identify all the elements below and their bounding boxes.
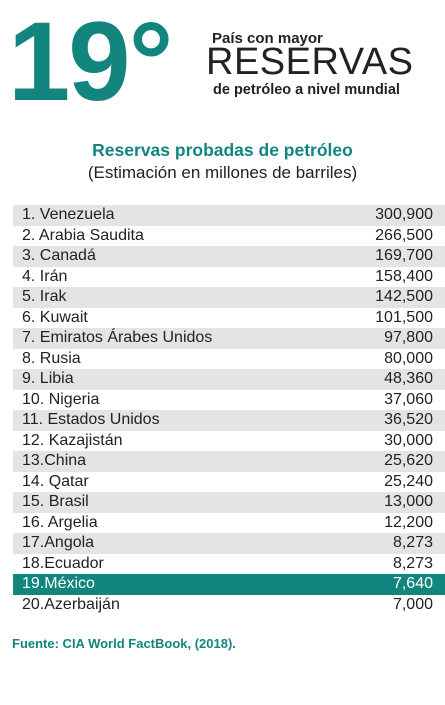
table-title: Reservas probadas de petróleo (92, 140, 353, 160)
country-label: 6. Kuwait (22, 308, 88, 326)
country-label: 5. Irak (22, 288, 67, 305)
reserve-value: 48,360 (384, 370, 433, 387)
country-label: 9. Libia (22, 370, 74, 387)
table-row: 4. Irán 158,400 (13, 267, 445, 288)
table-row: 13.China 25,620 (13, 451, 445, 472)
country-label: 18.Ecuador (22, 554, 104, 572)
country-label: 20.Azerbaiján (22, 595, 120, 613)
country-label: 4. Irán (22, 267, 68, 285)
table-row: 6. Kuwait 101,500 (13, 308, 445, 329)
country-label: 15. Brasil (22, 493, 89, 510)
rank-number: 19° (8, 0, 173, 124)
table-row: 18.Ecuador 8,273 (13, 554, 445, 575)
country-label: 3. Canadá (22, 247, 96, 264)
country-label: 19.México (22, 575, 95, 592)
table-row: 3. Canadá 169,700 (13, 246, 445, 267)
country-label: 16. Argelia (22, 513, 98, 531)
table-row: 12. Kazajistán 30,000 (13, 431, 445, 452)
reserve-value: 142,500 (375, 288, 433, 305)
country-label: 10. Nigeria (22, 390, 100, 408)
table-row: 7. Emiratos Árabes Unidos 97,800 (13, 328, 445, 349)
headline-bottom: de petróleo a nivel mundial (213, 82, 400, 98)
table-row: 8. Rusia 80,000 (13, 349, 445, 370)
table-row: 2. Arabia Saudita 266,500 (13, 226, 445, 247)
table-row: 11. Estados Unidos 36,520 (13, 410, 445, 431)
reserve-value: 25,240 (384, 472, 433, 490)
reserve-value: 7,000 (392, 595, 433, 613)
table-row: 17.Angola 8,273 (13, 533, 445, 554)
table-row: 9. Libia 48,360 (13, 369, 445, 390)
reserve-value: 36,520 (384, 411, 433, 428)
country-label: 11. Estados Unidos (22, 411, 160, 428)
reserve-value: 266,500 (375, 226, 433, 244)
reserves-table: 1. Venezuela 300,900 2. Arabia Saudita 266,… (13, 205, 445, 615)
reserve-value: 8,273 (392, 554, 433, 572)
reserve-value: 300,900 (375, 206, 433, 223)
reserve-value: 7,640 (392, 575, 433, 592)
country-label: 1. Venezuela (22, 206, 115, 223)
country-label: 13.China (22, 452, 87, 469)
country-label: 7. Emiratos Árabes Unidos (22, 329, 213, 346)
table-subtitle: (Estimación en millones de barriles) (87, 163, 358, 182)
reserve-value: 101,500 (375, 308, 433, 326)
reserve-value: 37,060 (384, 390, 433, 408)
country-label: 8. Rusia (22, 349, 81, 367)
headline-main: RESERVAS (206, 41, 414, 83)
country-label: 14. Qatar (22, 472, 89, 490)
table-row: 14. Qatar 25,240 (13, 472, 445, 493)
country-label: 2. Arabia Saudita (22, 226, 144, 244)
country-label: 12. Kazajistán (22, 431, 123, 449)
reserve-value: 30,000 (384, 431, 433, 449)
reserve-value: 25,620 (384, 452, 433, 469)
table-row: 16. Argelia 12,200 (13, 513, 445, 534)
country-label: 17.Angola (22, 534, 95, 551)
reserve-value: 8,273 (392, 534, 433, 551)
reserve-value: 13,000 (384, 493, 433, 510)
reserve-value: 12,200 (384, 513, 433, 531)
headline-top: País con mayor (212, 30, 323, 47)
reserve-value: 80,000 (384, 349, 433, 367)
reserve-value: 158,400 (375, 267, 433, 285)
table-row: 1. Venezuela 300,900 (13, 205, 445, 226)
table-row: 10. Nigeria 37,060 (13, 390, 445, 411)
reserve-value: 169,700 (375, 247, 433, 264)
source-note: Fuente: CIA World FactBook, (2018). (12, 636, 236, 651)
table-row: 20.Azerbaiján 7,000 (13, 595, 445, 616)
table-row: 5. Irak 142,500 (13, 287, 445, 308)
table-row: 15. Brasil 13,000 (13, 492, 445, 513)
table-row: 19.México 7,640 (13, 574, 445, 595)
reserve-value: 97,800 (384, 329, 433, 346)
